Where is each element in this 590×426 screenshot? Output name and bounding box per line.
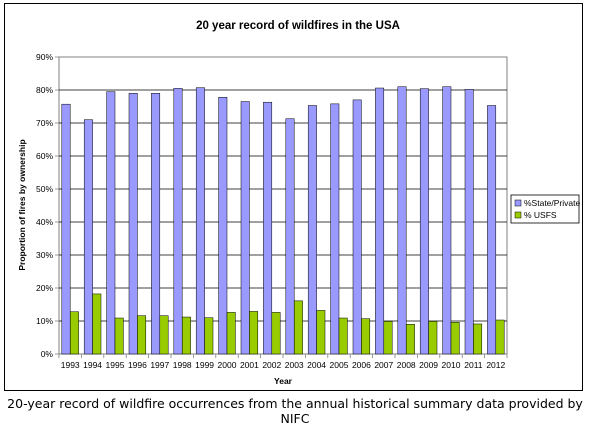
x-tick-label: 2004	[307, 360, 326, 370]
y-tick-label: 70%	[36, 118, 53, 128]
legend-box	[510, 194, 580, 224]
x-axis-title: Year	[274, 376, 293, 386]
bar-state-private	[487, 105, 497, 355]
bar-usfs	[137, 315, 147, 355]
bar-usfs	[293, 300, 303, 355]
y-tick-label: 10%	[36, 316, 53, 326]
x-tick-label: 2006	[352, 360, 371, 370]
legend-label-usfs: % USFS	[524, 210, 557, 220]
x-tick-label: 1997	[150, 360, 169, 370]
bar-usfs	[473, 323, 483, 355]
chart-frame: 20 year record of wildfires in the USA 0…	[4, 3, 583, 391]
legend-swatch-usfs	[514, 211, 522, 219]
bar-state-private	[464, 89, 474, 355]
bar-state-private	[307, 105, 317, 355]
y-tick-label: 30%	[36, 250, 53, 260]
y-tick-label: 40%	[36, 217, 53, 227]
bar-state-private	[442, 86, 452, 355]
x-tick-label: 2003	[285, 360, 304, 370]
bar-usfs	[271, 312, 281, 355]
bar-chart: 20 year record of wildfires in the USA 0…	[17, 20, 580, 386]
bar-state-private	[330, 103, 340, 355]
x-tick-label: 2010	[442, 360, 461, 370]
x-tick-label: 1998	[173, 360, 192, 370]
x-tick-label: 2005	[330, 360, 349, 370]
bar-usfs	[450, 322, 460, 355]
bar-usfs	[226, 312, 236, 355]
y-tick-label: 80%	[36, 85, 53, 95]
x-tick-label: 1993	[61, 360, 80, 370]
bar-state-private	[151, 93, 161, 355]
y-tick-label: 50%	[36, 184, 53, 194]
bar-state-private	[419, 88, 429, 355]
legend-label-state-private: %State/Private	[524, 198, 580, 208]
x-tick-label: 2000	[218, 360, 237, 370]
legend-swatch-state-private	[514, 199, 522, 207]
bar-usfs	[316, 310, 326, 355]
x-tick-label: 2008	[397, 360, 416, 370]
bar-state-private	[83, 119, 93, 355]
y-tick-label: 90%	[36, 52, 53, 62]
bar-usfs	[383, 321, 393, 355]
bar-state-private	[61, 103, 71, 355]
bar-state-private	[106, 91, 116, 355]
x-tick-label: 1996	[128, 360, 147, 370]
x-tick-label: 1995	[106, 360, 125, 370]
x-tick-label: 1999	[195, 360, 214, 370]
x-tick-label: 2007	[374, 360, 393, 370]
bar-usfs	[495, 319, 505, 355]
bar-state-private	[128, 93, 138, 355]
figure-caption: 20-year record of wildfire occurrences f…	[7, 396, 583, 426]
bar-state-private	[195, 87, 205, 355]
bar-state-private	[240, 101, 250, 355]
x-tick-label: 2012	[486, 360, 505, 370]
bar-usfs	[361, 318, 371, 355]
x-tick-label: 2011	[464, 360, 483, 370]
y-tick-label: 0%	[41, 349, 54, 359]
bar-state-private	[375, 87, 385, 355]
chart-title: 20 year record of wildfires in the USA	[196, 20, 400, 32]
bar-state-private	[397, 86, 407, 355]
x-tick-label: 2001	[240, 360, 259, 370]
bar-usfs	[114, 317, 124, 355]
y-axis-title: Proportion of fires by ownership	[17, 139, 27, 270]
bar-usfs	[69, 311, 79, 355]
bar-state-private	[263, 101, 273, 355]
bar-usfs	[338, 317, 348, 355]
bar-usfs	[204, 317, 214, 355]
bar-usfs	[92, 293, 102, 355]
y-tick-label: 20%	[36, 283, 53, 293]
bar-state-private	[352, 99, 362, 355]
bar-state-private	[285, 118, 295, 355]
x-tick-label: 1994	[83, 360, 102, 370]
bar-state-private	[218, 97, 228, 355]
plot-area	[58, 56, 508, 355]
bar-usfs	[428, 321, 438, 355]
y-tick-label: 60%	[36, 151, 53, 161]
x-tick-label: 2009	[419, 360, 438, 370]
bar-usfs	[405, 324, 415, 355]
bar-state-private	[173, 88, 183, 355]
bar-usfs	[249, 311, 259, 355]
bar-usfs	[181, 316, 191, 355]
bar-usfs	[159, 315, 169, 355]
legend: %State/Private % USFS	[510, 194, 580, 224]
x-tick-label: 2002	[262, 360, 281, 370]
